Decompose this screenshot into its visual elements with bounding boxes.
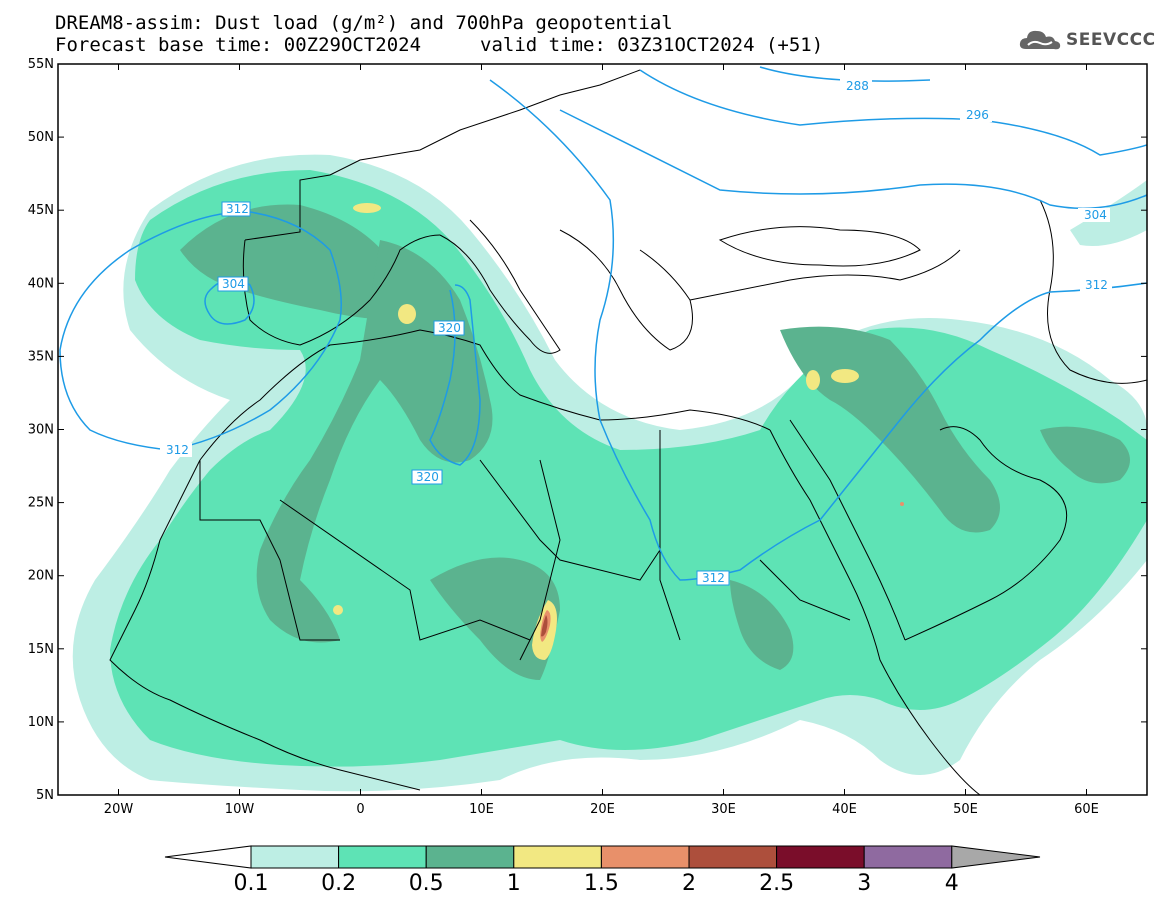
cloud-icon <box>1019 30 1061 50</box>
dust-layer-1.5 <box>540 610 551 642</box>
dust-fields <box>72 154 1147 792</box>
colorbar-segment <box>688 845 778 869</box>
colorbar-label: 0.2 <box>321 871 356 896</box>
colorbar-segment <box>600 845 690 869</box>
contour-label-312-west: 312 <box>226 202 249 216</box>
colorbar: 0.1 0.2 0.5 1 1.5 2 2.5 3 4 <box>164 845 1041 896</box>
contour-label-312-atlantic: 312 <box>166 443 189 457</box>
lon-label: 10E <box>469 802 494 817</box>
lon-label: 20W <box>104 802 134 817</box>
contour-label-288: 288 <box>846 79 869 93</box>
geopotential-contours <box>59 66 1147 581</box>
colorbar-label: 1 <box>507 871 521 896</box>
logo-text: SEEVCCC <box>1066 30 1156 50</box>
contour-label-312-east: 312 <box>1085 278 1108 292</box>
colorbar-segment <box>776 845 865 869</box>
lat-label: 10N <box>28 715 54 730</box>
contour-label-304-east: 304 <box>1084 208 1107 222</box>
colorbar-segment <box>513 845 602 869</box>
valid-time: valid time: 03Z31OCT2024 (+51) <box>480 34 824 56</box>
lat-label: 35N <box>28 349 54 364</box>
lon-label: 30E <box>711 802 736 817</box>
contour-label-320-south: 320 <box>416 470 439 484</box>
lon-label: 50E <box>953 802 978 817</box>
colorbar-label: 0.1 <box>234 871 269 896</box>
lat-label: 25N <box>28 496 54 511</box>
forecast-base-time: Forecast base time: 00Z29OCT2024 <box>55 34 422 56</box>
lon-label: 60E <box>1074 802 1099 817</box>
map-axes: 55N 50N 45N 40N 35N 30N 25N 20N 15N 10N 5N 20W 10W 0 1… <box>28 57 1147 817</box>
lon-label: 0 <box>356 802 364 817</box>
lat-label: 50N <box>28 130 54 145</box>
colorbar-segment <box>338 845 427 869</box>
contour-label-304-west: 304 <box>222 277 245 291</box>
lon-label: 40E <box>832 802 857 817</box>
lon-label: 20E <box>590 802 615 817</box>
colorbar-label: 1.5 <box>584 871 619 896</box>
colorbar-segment <box>863 845 953 869</box>
colorbar-label: 4 <box>945 871 959 896</box>
map-title: DREAM8-assim: Dust load (g/m²) and 700hP… <box>55 12 673 34</box>
lat-label: 45N <box>28 203 54 218</box>
contour-label-320-north: 320 <box>438 321 461 335</box>
lat-label: 30N <box>28 423 54 438</box>
contour-label-296: 296 <box>966 108 989 122</box>
colorbar-segment <box>250 845 340 869</box>
colorbar-label: 2 <box>682 871 696 896</box>
colorbar-high-arrow <box>951 845 1041 869</box>
seevccc-logo: SEEVCCC <box>1018 27 1156 53</box>
lat-label: 40N <box>28 276 54 291</box>
coastlines <box>109 69 1147 795</box>
colorbar-label: 0.5 <box>409 871 444 896</box>
lat-label: 15N <box>28 642 54 657</box>
lat-label: 5N <box>36 788 54 803</box>
lat-label: 20N <box>28 569 54 584</box>
contour-labels: 288 296 304 312 304 320 320 312 312 312 <box>160 79 1112 586</box>
contour-label-312-sahara: 312 <box>702 571 725 585</box>
colorbar-label: 3 <box>857 871 871 896</box>
colorbar-label: 2.5 <box>759 871 794 896</box>
colorbar-segment <box>425 845 515 869</box>
colorbar-low-arrow <box>164 845 252 869</box>
lon-label: 10W <box>225 802 255 817</box>
lat-label: 55N <box>28 57 54 72</box>
